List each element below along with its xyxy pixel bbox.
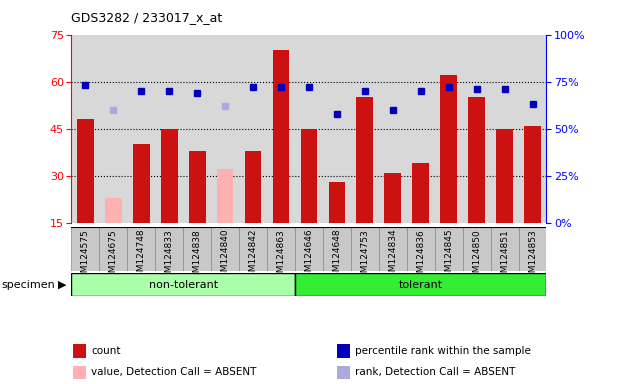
Bar <box>301 129 317 223</box>
Text: GSM124842: GSM124842 <box>248 229 258 283</box>
Text: ▶: ▶ <box>58 280 66 290</box>
Text: GSM124748: GSM124748 <box>137 229 146 283</box>
Bar <box>133 144 150 223</box>
Bar <box>105 198 122 223</box>
Text: GSM124675: GSM124675 <box>109 229 118 283</box>
Bar <box>73 344 86 358</box>
Bar <box>329 182 345 223</box>
Text: GSM124851: GSM124851 <box>500 229 509 283</box>
Bar <box>435 227 463 271</box>
Bar <box>245 151 261 223</box>
Bar <box>524 126 541 223</box>
Text: count: count <box>91 346 120 356</box>
Bar <box>71 273 295 296</box>
Text: GSM124838: GSM124838 <box>193 229 202 283</box>
Text: rank, Detection Call = ABSENT: rank, Detection Call = ABSENT <box>355 367 515 377</box>
Bar <box>71 227 99 271</box>
Bar <box>295 227 323 271</box>
Text: GSM124850: GSM124850 <box>472 229 481 283</box>
Text: GSM124646: GSM124646 <box>304 229 314 283</box>
Bar <box>155 227 183 271</box>
Bar <box>323 227 351 271</box>
Bar <box>356 97 373 223</box>
Text: GSM124575: GSM124575 <box>81 229 90 283</box>
Text: GSM124753: GSM124753 <box>360 229 369 283</box>
Bar <box>519 227 546 271</box>
Text: percentile rank within the sample: percentile rank within the sample <box>355 346 531 356</box>
Text: GSM124863: GSM124863 <box>276 229 286 283</box>
Bar <box>379 227 407 271</box>
Text: GSM124834: GSM124834 <box>388 229 397 283</box>
Bar <box>217 169 233 223</box>
Bar <box>273 50 289 223</box>
Bar <box>337 344 350 358</box>
Text: GSM124840: GSM124840 <box>220 229 230 283</box>
Bar <box>351 227 379 271</box>
Bar <box>189 151 206 223</box>
Text: GDS3282 / 233017_x_at: GDS3282 / 233017_x_at <box>71 12 223 25</box>
Bar <box>463 227 491 271</box>
Bar <box>239 227 267 271</box>
Text: GSM124648: GSM124648 <box>332 229 342 283</box>
Text: non-tolerant: non-tolerant <box>148 280 218 290</box>
Bar <box>468 97 485 223</box>
Text: tolerant: tolerant <box>399 280 443 290</box>
Bar <box>161 129 178 223</box>
Bar <box>211 227 239 271</box>
Bar <box>183 227 211 271</box>
Bar <box>127 227 155 271</box>
Text: specimen: specimen <box>1 280 55 290</box>
Bar <box>295 273 546 296</box>
Text: GSM124833: GSM124833 <box>165 229 174 283</box>
Bar <box>384 172 401 223</box>
Text: GSM124836: GSM124836 <box>416 229 425 283</box>
Bar <box>337 366 350 379</box>
Bar <box>412 163 429 223</box>
Text: GSM124853: GSM124853 <box>528 229 537 283</box>
Bar <box>440 75 457 223</box>
Text: GSM124845: GSM124845 <box>444 229 453 283</box>
Bar <box>267 227 295 271</box>
Bar <box>77 119 94 223</box>
Bar <box>73 366 86 379</box>
Bar <box>491 227 519 271</box>
Bar <box>99 227 127 271</box>
Bar <box>407 227 435 271</box>
Text: value, Detection Call = ABSENT: value, Detection Call = ABSENT <box>91 367 256 377</box>
Bar <box>496 129 513 223</box>
